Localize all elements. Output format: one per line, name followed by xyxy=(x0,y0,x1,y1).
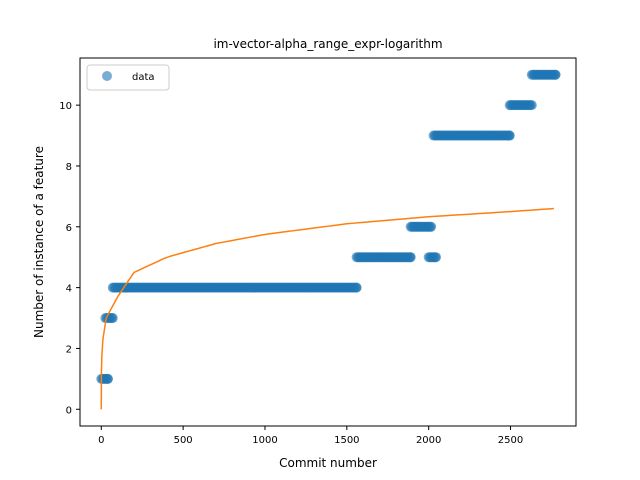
y-axis: 0 2 4 6 8 10 xyxy=(59,101,80,416)
data-point xyxy=(426,222,436,232)
x-tick-label: 500 xyxy=(174,435,193,446)
y-tick-label: 10 xyxy=(59,101,72,112)
x-axis: 0 500 1000 1500 2000 2500 xyxy=(98,426,523,446)
chart-title: im-vector-alpha_range_expr-logarithm xyxy=(213,37,442,51)
x-tick-label: 2000 xyxy=(416,435,441,446)
plot-area xyxy=(96,70,560,410)
x-tick-label: 1500 xyxy=(334,435,359,446)
y-tick-label: 8 xyxy=(66,162,72,173)
data-point xyxy=(406,252,416,262)
data-point xyxy=(352,283,362,293)
fit-curve xyxy=(101,209,554,410)
legend-marker-data xyxy=(102,71,112,81)
legend-box xyxy=(87,65,169,90)
data-point xyxy=(551,70,561,80)
data-point xyxy=(505,131,515,141)
data-point xyxy=(431,252,441,262)
x-tick-label: 1000 xyxy=(252,435,277,446)
axes-frame xyxy=(80,58,576,426)
data-point xyxy=(108,313,118,323)
data-point xyxy=(103,374,113,384)
y-tick-label: 2 xyxy=(66,344,72,355)
data-point xyxy=(527,100,537,110)
legend: data xyxy=(87,65,169,90)
y-tick-label: 4 xyxy=(66,284,72,295)
legend-label-data: data xyxy=(132,72,155,83)
x-axis-label: Commit number xyxy=(279,456,377,470)
x-tick-label: 0 xyxy=(98,435,104,446)
y-tick-label: 6 xyxy=(66,223,72,234)
y-axis-label: Number of instance of a feature xyxy=(32,146,46,338)
y-tick-label: 0 xyxy=(66,405,72,416)
x-tick-label: 2500 xyxy=(498,435,523,446)
